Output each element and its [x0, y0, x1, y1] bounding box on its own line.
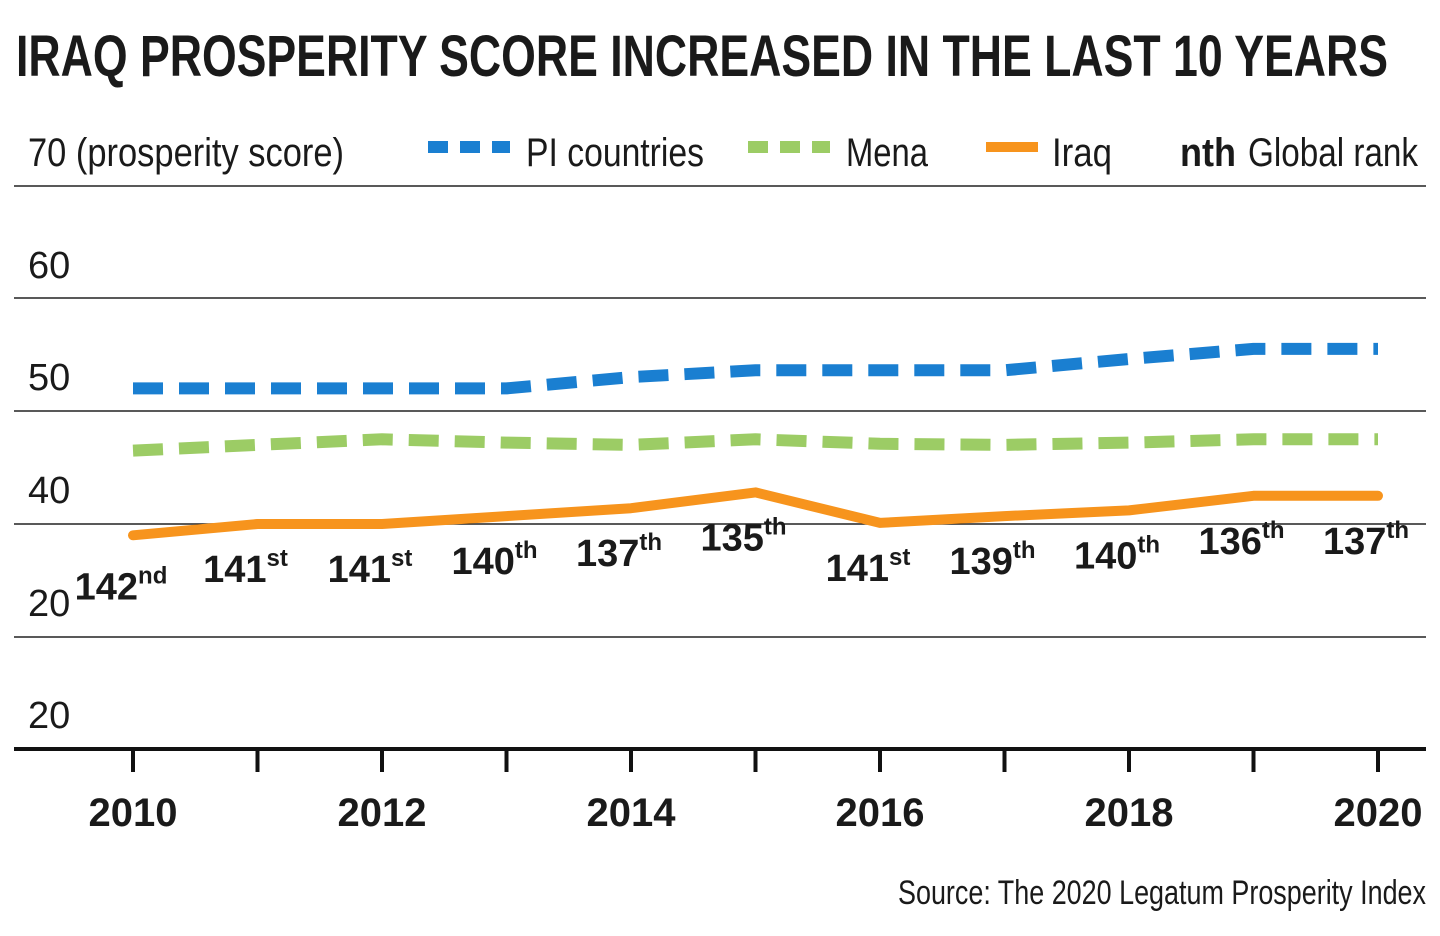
legend-label-pi-countries: PI countries — [526, 131, 704, 175]
x-tick-label-2020: 2020 — [1334, 791, 1423, 835]
y-tick-label: 40 — [28, 470, 70, 512]
legend-rank-marker: nth — [1180, 131, 1236, 175]
rank-label-2016: 141st — [826, 544, 911, 590]
rank-label-2014: 137th — [576, 529, 662, 575]
series-line-iraq — [128, 487, 1383, 541]
rank-label-2010: 142nd — [75, 562, 168, 608]
series-line-pi-countries — [133, 342, 1378, 395]
y-tick-label: 20 — [28, 695, 70, 737]
series-layer — [128, 342, 1383, 541]
x-axis-labels: 2010 2012 2014 2016 2018 2020 — [89, 791, 1423, 835]
rank-label-2015: 135th — [700, 513, 786, 559]
x-tick-label-2016: 2016 — [836, 791, 925, 835]
rank-label-2011: 141st — [203, 545, 288, 591]
legend-label-mena: Mena — [846, 131, 929, 175]
x-tick-label-2012: 2012 — [338, 791, 427, 835]
y-tick-label: 60 — [28, 245, 70, 287]
rank-labels: 142nd 141st 141st 140th 137th 135th 141st 139th… — [75, 513, 1409, 608]
x-tick-label-2010: 2010 — [89, 791, 178, 835]
chart-title: IRAQ PROSPERITY SCORE INCREASED IN THE L… — [16, 24, 1388, 89]
legend-label-iraq: Iraq — [1052, 131, 1112, 175]
rank-label-2017: 139th — [949, 537, 1035, 583]
x-axis-ticks — [131, 751, 1380, 772]
x-tick-label-2018: 2018 — [1085, 791, 1174, 835]
x-tick-label-2014: 2014 — [587, 791, 677, 835]
rank-label-2018: 140th — [1074, 531, 1160, 577]
rank-label-2019: 136th — [1198, 517, 1284, 563]
y-axis-label: 70 (prosperity score) — [28, 131, 344, 175]
rank-label-2013: 140th — [451, 537, 537, 583]
source-note: Source: The 2020 Legatum Prosperity Inde… — [898, 874, 1426, 912]
legend-rank-label: Global rank — [1248, 131, 1419, 175]
y-tick-label: 50 — [28, 357, 70, 399]
series-line-mena — [132, 433, 1378, 457]
rank-label-2012: 141st — [328, 545, 413, 591]
rank-label-2020: 137th — [1323, 517, 1409, 563]
y-tick-label: 20 — [28, 583, 70, 625]
